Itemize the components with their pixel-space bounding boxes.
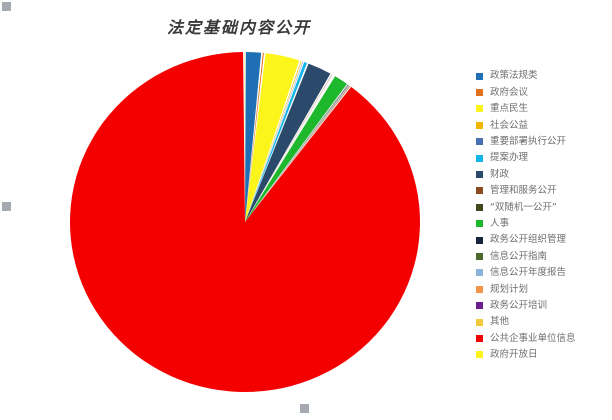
legend-item[interactable]: 信息公开年度报告 <box>472 265 612 281</box>
pie-slices-group <box>69 51 420 392</box>
pie-slice[interactable] <box>245 84 349 223</box>
legend-item-label: 其他 <box>490 316 510 328</box>
legend-item-label: 重点民生 <box>490 103 529 115</box>
pie-plot-area[interactable] <box>62 44 434 402</box>
legend-item[interactable]: 公共企事业单位信息 <box>472 330 612 346</box>
legend-swatch-icon <box>476 121 483 129</box>
pie-slice[interactable] <box>245 62 307 222</box>
legend-item-label: 信息公开年度报告 <box>490 267 567 279</box>
legend-item[interactable]: 提案办理 <box>472 150 612 166</box>
pie-slice[interactable] <box>244 51 245 223</box>
legend-item-label: 提案办理 <box>490 152 529 164</box>
legend-item-label: 管理和服务公开 <box>490 185 557 197</box>
legend-item[interactable]: 财政 <box>472 166 612 182</box>
legend-item-label: 政务公开组织管理 <box>490 234 567 246</box>
legend-swatch-icon <box>476 154 483 162</box>
chart-title: 法定基础内容公开 <box>166 20 311 37</box>
chart-legend[interactable]: 政策法规类政府会议重点民生社会公益重要部署执行公开 提案办理财政管理和服务公开 “双… <box>472 68 612 363</box>
legend-item-label: 政策法规类 <box>490 70 538 82</box>
legend-swatch-icon <box>476 236 483 244</box>
legend-item-label: 信息公开指南 <box>490 250 548 262</box>
handle-bottom-center[interactable] <box>300 404 309 413</box>
pie-slice[interactable] <box>245 76 347 222</box>
legend-item-label: “双随机一公开” <box>490 201 557 213</box>
legend-item[interactable]: 其他 <box>472 314 612 330</box>
legend-item-label: 规划计划 <box>490 283 529 295</box>
legend-item-label: 财政 <box>490 168 510 180</box>
legend-swatch-icon <box>476 203 483 211</box>
pie-slice[interactable] <box>245 84 349 222</box>
legend-item-label: 政务公开培训 <box>490 299 548 311</box>
legend-swatch-icon <box>476 138 483 146</box>
legend-item[interactable]: 政务公开培训 <box>472 297 612 313</box>
legend-swatch-icon <box>476 220 483 228</box>
legend-item[interactable]: 信息公开指南 <box>472 248 612 264</box>
legend-item[interactable]: 政府开放日 <box>472 347 612 363</box>
legend-swatch-icon <box>476 269 483 277</box>
legend-item[interactable]: 规划计划 <box>472 281 612 297</box>
pie-chart-svg[interactable] <box>62 44 434 402</box>
pie-slice[interactable] <box>245 75 334 222</box>
legend-swatch-icon <box>476 285 483 293</box>
legend-swatch-icon <box>476 89 483 97</box>
legend-swatch-icon <box>476 252 483 260</box>
pie-slice[interactable] <box>245 53 300 223</box>
legend-item[interactable]: 人事 <box>472 216 612 232</box>
legend-item-label: 重要部署执行公开 <box>490 136 567 147</box>
pie-slice[interactable] <box>245 85 350 222</box>
handle-middle-left[interactable] <box>2 202 11 211</box>
legend-swatch-icon <box>476 302 483 310</box>
legend-item-label: 公共企事业单位信息 <box>490 332 576 344</box>
legend-swatch-icon <box>476 334 483 342</box>
handle-top-left[interactable] <box>2 2 11 11</box>
legend-item[interactable]: 重点民生 <box>472 101 612 117</box>
legend-item-label: 政府开放日 <box>490 349 538 361</box>
pie-slice[interactable] <box>245 63 331 222</box>
legend-item[interactable]: “双随机一公开” <box>472 199 612 215</box>
legend-item-label: 社会公益 <box>490 119 529 131</box>
legend-swatch-icon <box>476 105 483 113</box>
pie-slice[interactable] <box>245 52 262 222</box>
pie-slice[interactable] <box>245 86 351 222</box>
legend-item[interactable]: 重要部署执行公开 <box>472 134 612 150</box>
pie-slice[interactable] <box>245 61 304 222</box>
legend-item[interactable]: 管理和服务公开 <box>472 183 612 199</box>
legend-item[interactable]: 政策法规类 <box>472 68 612 84</box>
legend-item[interactable]: 社会公益 <box>472 117 612 133</box>
pie-slice[interactable] <box>69 52 420 392</box>
legend-item[interactable]: 政务公开组织管理 <box>472 232 612 248</box>
pie-slice[interactable] <box>245 85 350 222</box>
pie-slice[interactable] <box>245 60 302 222</box>
legend-swatch-icon <box>476 171 483 179</box>
pie-slice[interactable] <box>245 74 333 222</box>
pie-slice[interactable] <box>245 85 351 222</box>
legend-swatch-icon <box>476 351 483 359</box>
legend-item[interactable]: 政府会议 <box>472 84 612 100</box>
pie-slice[interactable] <box>245 52 264 222</box>
legend-swatch-icon <box>476 187 483 195</box>
legend-item-label: 政府会议 <box>490 86 529 98</box>
legend-swatch-icon <box>476 72 483 80</box>
legend-swatch-icon <box>476 318 483 326</box>
legend-item-label: 人事 <box>490 217 510 229</box>
